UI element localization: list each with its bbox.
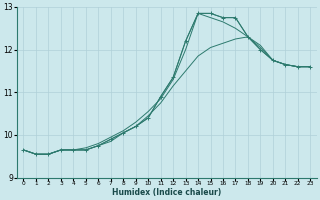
X-axis label: Humidex (Indice chaleur): Humidex (Indice chaleur): [112, 188, 221, 197]
